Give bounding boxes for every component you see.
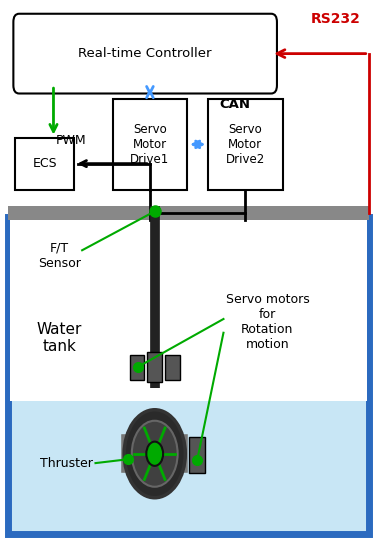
Bar: [113, 99, 187, 190]
Bar: [208, 99, 283, 190]
Text: Servo
Motor
Drive2: Servo Motor Drive2: [226, 123, 265, 166]
FancyBboxPatch shape: [13, 14, 277, 94]
Text: PWM: PWM: [55, 134, 86, 147]
Text: Water
tank: Water tank: [37, 322, 82, 354]
Text: Real-time Controller: Real-time Controller: [78, 47, 212, 60]
Circle shape: [132, 421, 178, 487]
Text: Servo
Motor
Drive1: Servo Motor Drive1: [130, 123, 170, 166]
Bar: [147, 352, 162, 382]
Bar: [189, 437, 205, 473]
Bar: [165, 355, 180, 379]
Bar: [15, 138, 74, 190]
Text: CAN: CAN: [220, 98, 251, 111]
Bar: [10, 220, 367, 400]
Bar: [8, 217, 369, 534]
Bar: [130, 355, 144, 379]
Circle shape: [124, 410, 185, 498]
Text: ECS: ECS: [32, 157, 57, 170]
Bar: [8, 206, 369, 220]
Text: Thruster: Thruster: [40, 456, 93, 470]
Text: F/T
Sensor: F/T Sensor: [38, 242, 81, 270]
Text: RS232: RS232: [311, 12, 361, 26]
Circle shape: [146, 442, 163, 466]
Text: Servo motors
for
Rotation
motion: Servo motors for Rotation motion: [225, 293, 309, 351]
